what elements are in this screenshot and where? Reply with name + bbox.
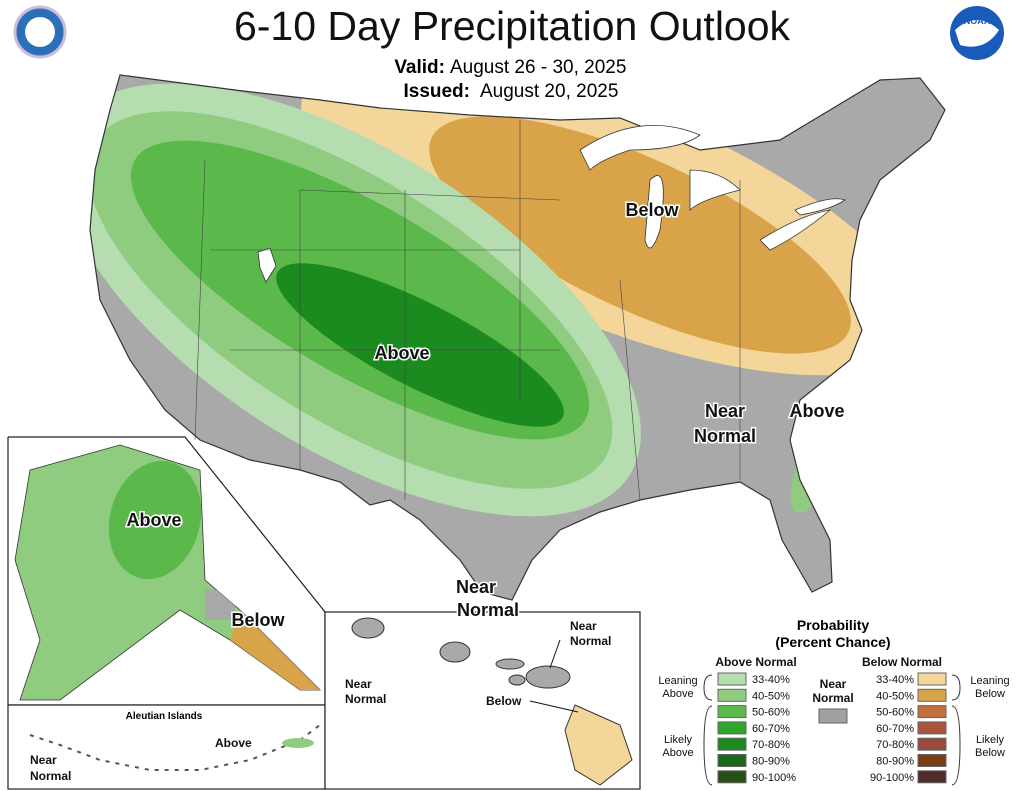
aleutian-inset [7,704,326,790]
legend-label: 80-90% [876,756,914,768]
map-label: Near [570,619,597,633]
valid-date: August 26 - 30, 2025 [450,57,626,78]
title: 6-10 Day Precipitation Outlook [234,3,791,49]
map-label: Normal [30,769,71,783]
below-40-50 [429,116,851,354]
legend-swatch [717,721,747,735]
legend-heading: Normal [812,691,853,705]
legend-label: 40-50% [876,690,914,702]
map-label: Below [625,200,679,220]
legend-swatch [917,721,947,735]
legend-heading: Above Normal [715,655,796,669]
legend-swatch [917,688,947,702]
legend-label: 80-90% [752,756,790,768]
map-label: Near [456,577,496,597]
legend-swatch [717,688,747,702]
legend-group: Likely [976,734,1005,746]
map-label: Above [215,736,252,750]
legend-heading: Below Normal [862,655,942,669]
legend-swatch [717,770,747,784]
inset-title: Aleutian Islands [126,711,203,722]
legend-group: Likely [664,734,693,746]
map-label: Above [374,343,429,363]
legend-title: (Percent Chance) [775,634,890,650]
legend-title: Probability [797,617,870,633]
legend-label: 90-100% [752,772,796,784]
legend-group: Leaning [970,675,1009,687]
legend-group: Below [975,747,1005,759]
legend-swatch [917,770,947,784]
map-label: Near [345,677,372,691]
legend-group: Above [662,688,693,700]
legend-swatch [818,708,848,724]
map-label: Below [486,694,522,708]
legend-heading: Near [820,677,847,691]
legend: Probability (Percent Chance) Above Norma… [658,617,1010,786]
noaa-logo-text: NOAA [964,16,991,26]
above-60-70 [276,263,564,427]
valid-label: Valid: [394,57,445,78]
map-label: Below [231,610,285,630]
legend-label: 70-80% [876,739,914,751]
issued-date: August 20, 2025 [480,81,618,102]
legend-swatch [717,705,747,719]
legend-swatch [917,754,947,767]
legend-label: 33-40% [876,674,914,686]
legend-swatch [917,672,947,686]
legend-group: Above [662,747,693,759]
legend-label: 40-50% [752,690,790,702]
issued-label: Issued: [403,81,470,102]
legend-label: 60-70% [876,723,914,735]
map-label: Above [126,510,181,530]
legend-label: 60-70% [752,723,790,735]
legend-group: Below [975,688,1005,700]
map-label: Above [789,401,844,421]
legend-label: 50-60% [752,707,790,719]
map-label: Normal [345,692,386,706]
legend-swatch [717,737,747,751]
hawaii-inset [324,611,641,790]
map-label: Normal [457,600,519,620]
legend-label: 90-100% [870,772,914,784]
map-label: Normal [570,634,611,648]
legend-swatch [917,705,947,719]
alaska-inset [7,436,326,706]
legend-label: 33-40% [752,674,790,686]
legend-swatch [717,672,747,686]
legend-group: Leaning [658,675,697,687]
legend-swatch [717,754,747,767]
map-label: Near [705,401,745,421]
legend-label: 70-80% [752,739,790,751]
legend-label: 50-60% [876,707,914,719]
map-label: Normal [694,426,756,446]
legend-swatch [917,737,947,751]
map-label: Near [30,753,57,767]
